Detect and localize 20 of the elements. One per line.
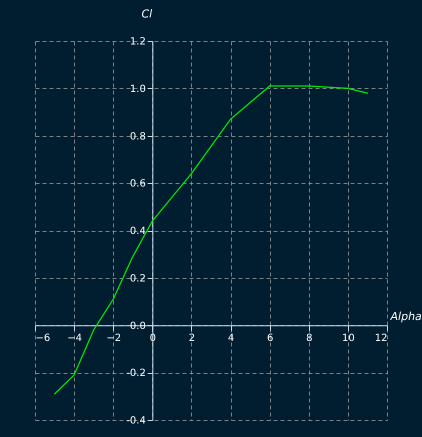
y-tick-label: 1.0 — [130, 84, 146, 95]
x-tick-label: −6 — [36, 332, 50, 344]
x-axis-title: Alpha — [390, 310, 422, 323]
x-tick-label: 6 — [266, 332, 274, 344]
y-tick-label: 1.2 — [130, 36, 146, 48]
x-tick-label: −4 — [67, 332, 82, 344]
x-tick-label: 8 — [306, 332, 312, 344]
y-axis-title: Cl — [141, 8, 152, 20]
y-tick-label: 0.2 — [130, 273, 146, 284]
y-tick-label: 0.6 — [130, 178, 146, 190]
y-tick-label: -0.4 — [126, 416, 146, 426]
x-tick-label: 4 — [228, 332, 234, 344]
y-tick-label: 0.8 — [130, 131, 146, 142]
y-tick-label: 0.4 — [130, 226, 146, 237]
y-tick-label: -0.2 — [126, 368, 146, 380]
line-series — [54, 85, 368, 395]
x-tick-label: 12 — [374, 332, 388, 344]
x-tick-label: 10 — [342, 332, 355, 344]
x-tick-label: 2 — [188, 332, 196, 344]
x-tick-label: −2 — [106, 332, 122, 344]
